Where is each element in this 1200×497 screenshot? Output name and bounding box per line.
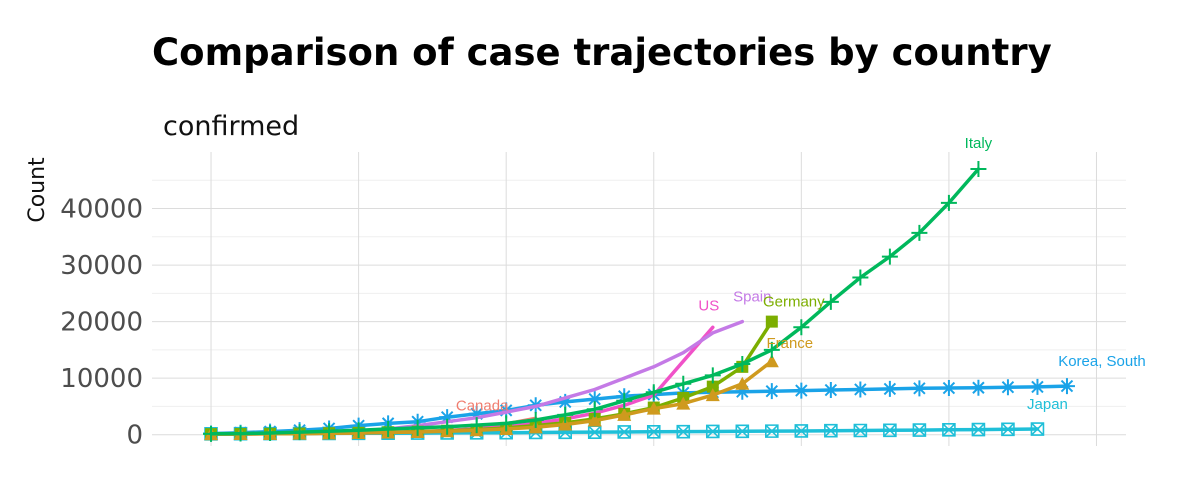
chart-subtitle: confirmed bbox=[163, 111, 299, 142]
y-axis-ticks: 0 10000 20000 30000 40000 bbox=[60, 195, 143, 451]
data-point bbox=[676, 396, 691, 410]
data-point bbox=[468, 417, 485, 434]
data-point bbox=[883, 423, 897, 438]
data-point bbox=[558, 417, 573, 431]
data-point bbox=[1001, 422, 1015, 437]
data-point bbox=[291, 424, 308, 441]
y-axis-label: Count bbox=[25, 157, 50, 223]
data-point bbox=[999, 379, 1016, 396]
series-label: Germany bbox=[763, 294, 825, 311]
data-point bbox=[822, 382, 839, 399]
data-point bbox=[822, 293, 839, 310]
data-point bbox=[321, 423, 338, 440]
data-point bbox=[617, 407, 632, 421]
data-point bbox=[350, 422, 367, 439]
data-point bbox=[704, 367, 721, 384]
data-point bbox=[706, 380, 719, 393]
data-point bbox=[911, 380, 928, 397]
data-point bbox=[765, 424, 779, 438]
data-point bbox=[705, 424, 720, 439]
data-point bbox=[765, 315, 778, 328]
data-point bbox=[824, 423, 838, 438]
data-point bbox=[764, 354, 779, 368]
data-point bbox=[203, 425, 220, 442]
data-point bbox=[380, 421, 397, 438]
series-label: France bbox=[766, 335, 813, 352]
data-point bbox=[587, 413, 602, 427]
data-point bbox=[557, 406, 574, 423]
data-point bbox=[735, 424, 750, 439]
data-point bbox=[735, 376, 750, 390]
data-point bbox=[645, 384, 662, 401]
data-point bbox=[439, 409, 456, 426]
data-point bbox=[734, 356, 751, 373]
data-point bbox=[646, 425, 661, 439]
data-point bbox=[940, 194, 957, 211]
data-point bbox=[586, 391, 603, 408]
y-tick-label: 0 bbox=[126, 421, 143, 451]
data-point bbox=[763, 383, 780, 400]
series-label: US bbox=[698, 297, 719, 314]
data-point bbox=[942, 423, 956, 437]
series-label: Japan bbox=[1027, 396, 1068, 413]
y-tick-label: 30000 bbox=[60, 251, 143, 281]
data-point bbox=[912, 423, 927, 437]
series-label: Italy bbox=[965, 135, 993, 152]
series-layer bbox=[203, 160, 1075, 442]
data-point bbox=[970, 379, 987, 396]
data-point bbox=[881, 248, 898, 265]
data-point bbox=[646, 401, 661, 415]
data-point bbox=[794, 424, 809, 438]
data-point bbox=[940, 380, 957, 397]
data-point bbox=[527, 411, 544, 428]
data-point bbox=[852, 269, 869, 286]
data-point bbox=[498, 415, 515, 432]
data-point bbox=[793, 319, 810, 336]
series-label: Canada bbox=[456, 398, 509, 415]
series-italy bbox=[203, 160, 987, 442]
data-point bbox=[911, 224, 928, 241]
data-point bbox=[881, 380, 898, 397]
data-point bbox=[676, 424, 691, 439]
y-tick-label: 10000 bbox=[60, 364, 143, 394]
data-point bbox=[409, 419, 426, 436]
data-point bbox=[705, 388, 720, 402]
series-label: Spain bbox=[733, 289, 771, 306]
data-point bbox=[439, 418, 456, 435]
data-point bbox=[853, 423, 868, 438]
data-point bbox=[1030, 422, 1045, 436]
data-point bbox=[970, 160, 987, 177]
y-tick-label: 40000 bbox=[60, 195, 143, 225]
data-point bbox=[852, 381, 869, 398]
data-point bbox=[971, 422, 986, 437]
data-point bbox=[1058, 378, 1075, 395]
series-label: Korea, South bbox=[1058, 353, 1146, 370]
data-point bbox=[557, 393, 574, 410]
data-point bbox=[734, 383, 751, 400]
data-point bbox=[468, 405, 485, 422]
data-point bbox=[616, 392, 633, 409]
data-point bbox=[675, 375, 692, 392]
data-point bbox=[793, 382, 810, 399]
data-point bbox=[262, 424, 279, 441]
chart-title: Comparison of case trajectories by count… bbox=[152, 31, 1052, 74]
y-tick-label: 20000 bbox=[60, 308, 143, 338]
data-point bbox=[232, 425, 249, 442]
data-point bbox=[586, 401, 603, 418]
data-point bbox=[1029, 378, 1046, 395]
data-point bbox=[763, 341, 780, 358]
data-point bbox=[617, 425, 632, 439]
